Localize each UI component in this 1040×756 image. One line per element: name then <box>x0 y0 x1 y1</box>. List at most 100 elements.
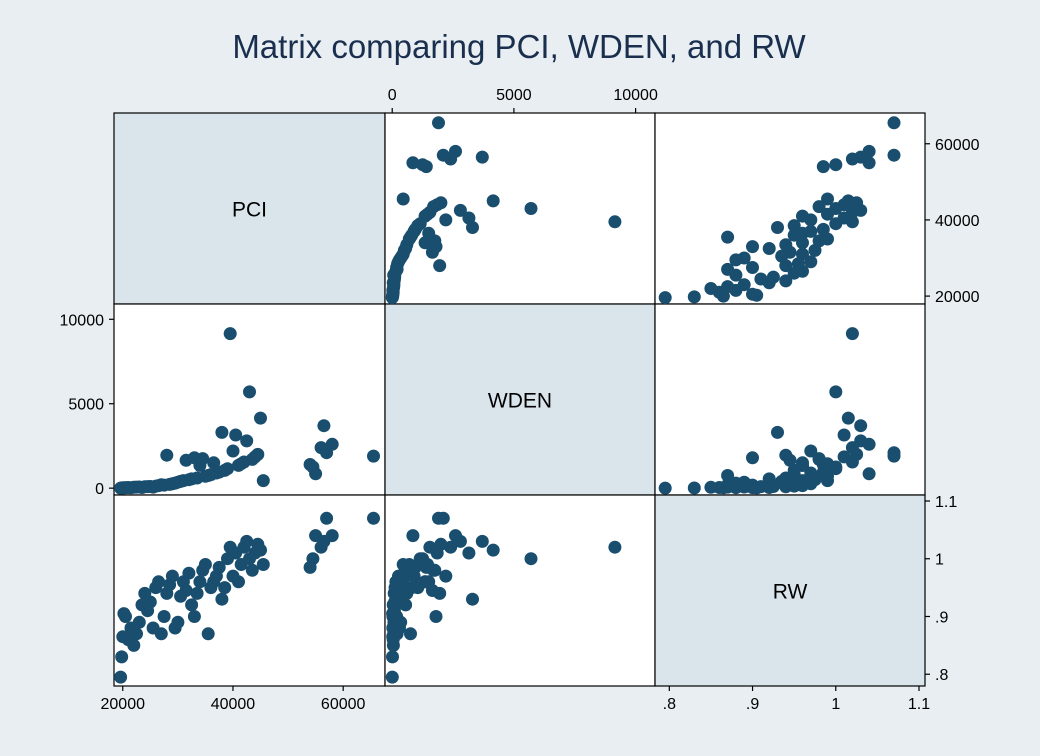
point-wden-vs-rw <box>783 453 797 467</box>
point-pci-vs-rw <box>721 230 735 244</box>
variable-label-rw: RW <box>773 581 808 604</box>
point-wden-vs-pci <box>367 449 380 463</box>
point-wden-vs-rw <box>862 437 876 451</box>
point-pci-vs-wden <box>433 259 447 273</box>
point-pci-vs-wden <box>406 156 420 170</box>
y-tick-label: 5000 <box>68 397 104 414</box>
point-pci-vs-rw <box>658 291 672 305</box>
point-rw-vs-pci <box>201 627 215 641</box>
point-rw-vs-wden <box>466 592 479 606</box>
y-tick-label: 1.1 <box>935 494 957 511</box>
x-tick-label: .9 <box>746 696 759 713</box>
point-rw-vs-pci <box>190 586 204 600</box>
y-tick-label: 1 <box>935 552 944 569</box>
point-rw-vs-pci <box>119 610 132 623</box>
point-pci-vs-rw <box>721 262 735 276</box>
axes: 20000 40000 60000 0 5000 10000 .8 .9 1 1.1 20000 40… <box>60 87 980 713</box>
point-rw-vs-pci <box>193 575 207 589</box>
point-wden-vs-pci <box>221 462 234 476</box>
point-wden-vs-rw <box>687 481 701 495</box>
point-rw-vs-pci <box>143 595 157 609</box>
point-pci-vs-wden <box>432 116 445 130</box>
point-rw-vs-wden <box>429 610 443 623</box>
point-rw-vs-wden <box>486 543 500 557</box>
point-wden-vs-rw <box>837 428 851 442</box>
point-pci-vs-rw <box>816 160 830 174</box>
point-rw-vs-wden <box>386 638 400 652</box>
point-rw-vs-pci <box>212 560 226 574</box>
point-pci-vs-rw <box>687 290 701 304</box>
point-pci-vs-rw <box>737 278 751 292</box>
point-wden-vs-pci <box>325 437 339 451</box>
point-wden-vs-rw <box>816 458 830 471</box>
point-rw-vs-pci <box>215 592 229 606</box>
point-rw-vs-wden <box>396 558 410 571</box>
y-tick-label: 20000 <box>935 289 980 306</box>
diagonal-cell-wden <box>384 303 656 496</box>
point-rw-vs-pci <box>232 575 245 589</box>
x-tick-label: 40000 <box>211 696 256 713</box>
point-pci-vs-rw <box>779 274 793 288</box>
point-rw-vs-pci <box>367 511 380 525</box>
point-wden-vs-rw <box>762 472 776 486</box>
point-wden-vs-rw <box>821 474 834 488</box>
point-pci-vs-wden <box>396 192 410 206</box>
point-wden-vs-rw <box>841 411 855 425</box>
point-pci-vs-rw <box>804 224 818 238</box>
point-pci-vs-rw <box>816 222 830 236</box>
point-pci-vs-rw <box>746 240 759 254</box>
point-wden-vs-pci <box>256 474 270 488</box>
x-tick-label: 1.1 <box>908 696 930 713</box>
y-tick-label: .9 <box>935 609 948 626</box>
x-tick-label: .8 <box>663 696 676 713</box>
x-tick-label: 20000 <box>101 696 146 713</box>
point-rw-vs-pci <box>127 638 141 652</box>
point-wden-vs-pci <box>243 385 256 399</box>
point-wden-vs-pci <box>309 467 323 481</box>
data-points <box>114 116 901 684</box>
point-rw-vs-wden <box>404 627 417 641</box>
y-tick-label: .8 <box>935 667 948 684</box>
point-wden-vs-rw <box>737 475 751 489</box>
point-pci-vs-wden <box>475 150 489 164</box>
point-rw-vs-wden <box>608 540 622 554</box>
point-wden-vs-rw <box>771 425 784 439</box>
scatter-cell-1-0 <box>113 303 386 496</box>
point-rw-vs-pci <box>165 569 179 583</box>
point-rw-vs-pci <box>325 529 339 543</box>
point-pci-vs-rw <box>762 242 776 255</box>
point-wden-vs-pci <box>317 419 331 433</box>
point-rw-vs-wden <box>385 670 399 684</box>
diagonal-cell-pci <box>113 112 386 305</box>
point-rw-vs-wden <box>449 529 462 543</box>
point-pci-vs-rw <box>862 144 876 158</box>
point-pci-vs-rw <box>771 221 784 234</box>
point-pci-vs-rw <box>721 280 735 294</box>
point-pci-vs-wden <box>449 144 462 158</box>
point-rw-vs-pci <box>245 563 259 577</box>
point-rw-vs-pci <box>114 670 128 684</box>
point-rw-vs-pci <box>187 610 201 623</box>
point-rw-vs-wden <box>416 552 430 566</box>
point-rw-vs-pci <box>182 566 196 580</box>
point-wden-vs-pci <box>223 327 237 341</box>
point-pci-vs-rw <box>754 272 768 286</box>
point-rw-vs-wden <box>406 529 420 543</box>
point-rw-vs-pci <box>152 575 166 589</box>
point-rw-vs-pci <box>179 584 193 597</box>
point-wden-vs-pci <box>240 434 254 448</box>
variable-label-pci: PCI <box>232 199 267 222</box>
point-pci-vs-rw <box>821 192 834 206</box>
point-pci-vs-rw <box>796 247 809 261</box>
point-pci-vs-rw <box>841 194 855 208</box>
scatter-cell-2-1 <box>384 494 656 687</box>
point-pci-vs-rw <box>746 261 759 274</box>
point-rw-vs-wden <box>439 569 453 583</box>
x-tick-label: 0 <box>388 87 397 104</box>
point-pci-vs-wden <box>524 202 538 215</box>
point-pci-vs-wden <box>453 203 467 217</box>
point-rw-vs-pci <box>218 581 232 595</box>
point-wden-vs-pci <box>226 444 240 458</box>
x-tick-label: 60000 <box>321 696 366 713</box>
